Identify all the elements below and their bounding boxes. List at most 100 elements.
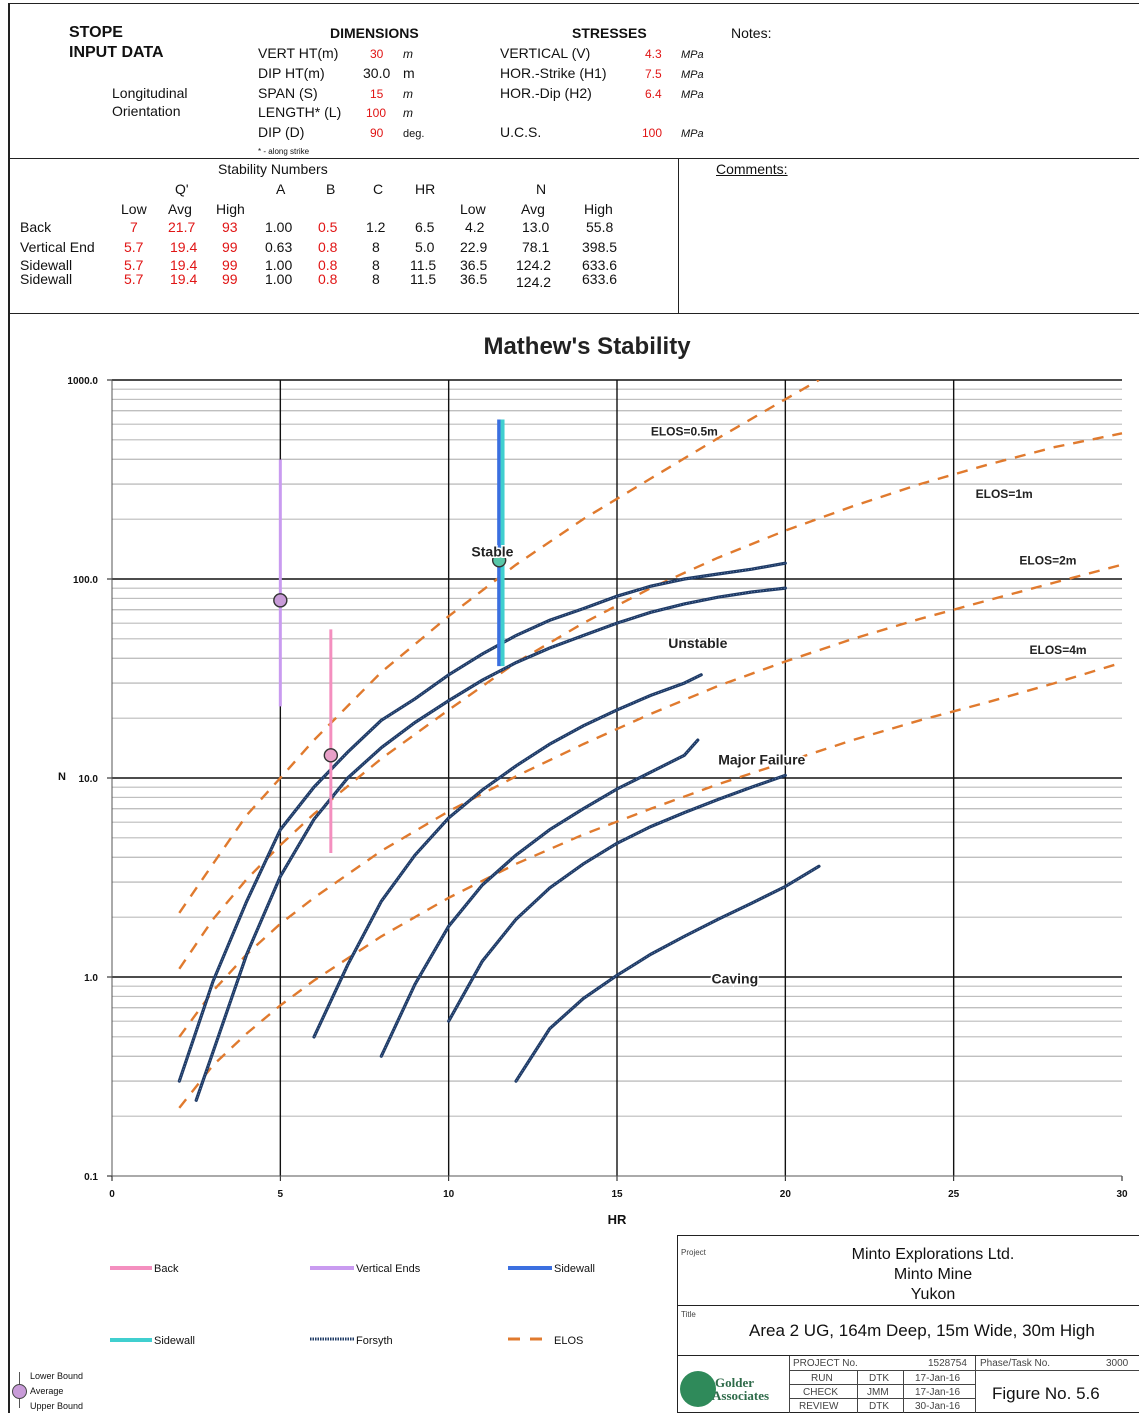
dim-value: 15 [370, 87, 384, 101]
comments-label: Comments: [716, 161, 788, 177]
q-low: 5.7 [124, 257, 144, 273]
x-tick-label: 25 [948, 1189, 960, 1200]
x-tick-label: 5 [278, 1189, 284, 1200]
a-value: 1.00 [265, 219, 293, 235]
q-avg: 19.4 [170, 257, 198, 273]
project-no-label: PROJECT No. [793, 1358, 858, 1369]
zone-label: Stable [471, 543, 513, 559]
row-name: Sidewall [20, 271, 73, 287]
marker-key-lower: Lower Bound [30, 1371, 84, 1381]
figure-number: Figure No. 5.6 [992, 1384, 1100, 1403]
dim-label: SPAN (S) [258, 85, 318, 101]
dim-unit: m [403, 87, 413, 101]
x-tick-label: 30 [1116, 1189, 1128, 1200]
grid-h2 [789, 1384, 975, 1385]
check-date: 17-Jan-16 [915, 1387, 961, 1398]
series-bars [273, 419, 507, 853]
row-name: Vertical End [20, 239, 95, 255]
dim-value: 30.0 [363, 65, 391, 81]
b-value: 0.8 [318, 257, 338, 273]
dim-unit: m [403, 106, 413, 120]
dim-value: 30 [370, 47, 384, 61]
grid-v2 [857, 1370, 858, 1413]
legend-swatch-vertical [310, 1266, 354, 1270]
legend-label: Back [154, 1263, 179, 1275]
forsyth-curves [177, 561, 821, 1102]
n-avg: 13.0 [522, 219, 550, 235]
stress-unit: MPa [681, 128, 704, 140]
run-date: 17-Jan-16 [915, 1373, 961, 1384]
notes-label: Notes: [731, 25, 772, 41]
project-line1: Minto Explorations Ltd. [851, 1246, 1015, 1263]
col-q: Q' [175, 181, 189, 197]
row-name: Back [20, 219, 52, 235]
c-value: 8 [372, 271, 380, 287]
q-high: 99 [222, 257, 238, 273]
company-name-2: Associates [712, 1388, 770, 1403]
elos-curve [178, 563, 1123, 1038]
elos-label: ELOS=1m [976, 487, 1033, 501]
forsyth-curve [177, 561, 787, 1083]
review-label: REVIEW [799, 1401, 839, 1412]
elos-label: ELOS=0.5m [651, 425, 718, 439]
stability-title: Stability Numbers [218, 161, 328, 177]
col-hr: HR [415, 181, 436, 197]
q-avg: 19.4 [170, 239, 198, 255]
x-tick-label: 10 [443, 1189, 455, 1200]
n-high: 633.6 [582, 257, 618, 273]
series-average-marker [273, 593, 288, 608]
q-low: 5.7 [124, 271, 144, 287]
y-tick-label: 1000.0 [67, 376, 98, 387]
check-label: CHECK [803, 1387, 839, 1398]
row-name: Sidewall [20, 257, 73, 273]
dim-label: DIP (D) [258, 124, 305, 140]
x-tick-label: 20 [780, 1189, 792, 1200]
b-value: 0.8 [318, 239, 338, 255]
grid-v3 [903, 1370, 904, 1413]
forsyth-curve-texture [515, 865, 820, 1082]
forsyth-curve-texture [195, 587, 786, 1101]
c-value: 8 [372, 239, 380, 255]
sub-low: Low [460, 201, 486, 217]
chart-title: Mathew's Stability [483, 333, 691, 360]
border-left [8, 3, 10, 1413]
legend-label: Vertical Ends [356, 1263, 421, 1275]
title-text: Area 2 UG, 164m Deep, 15m Wide, 30m High [749, 1321, 1095, 1340]
stress-value: 4.3 [645, 47, 662, 61]
series-average-marker [323, 748, 339, 763]
elos-label: ELOS=2m [1019, 554, 1076, 568]
stress-value: 100 [642, 126, 663, 140]
title-label: Title [681, 1310, 696, 1319]
elos-label: ELOS=4m [1030, 643, 1087, 657]
stress-value: 6.4 [645, 87, 662, 101]
legend-label: ELOS [554, 1335, 584, 1347]
q-low: 5.7 [124, 239, 144, 255]
n-low: 22.9 [460, 239, 488, 255]
legend-swatch-sidewall [508, 1266, 552, 1270]
sub-high: High [216, 201, 245, 217]
stress-unit: MPa [681, 49, 704, 61]
sub-avg: Avg [521, 201, 545, 217]
elos-curve [178, 661, 1123, 1109]
legend-swatch-forsyth [310, 1337, 354, 1341]
orientation-label: Longitudinal [112, 85, 188, 101]
q-low: 7 [130, 219, 138, 235]
marker-key-circle [12, 1384, 27, 1399]
project-label: Project [681, 1248, 706, 1257]
forsyth-curve-texture [448, 775, 786, 1022]
forsyth-curve [312, 673, 703, 1039]
legend-label: Forsyth [356, 1335, 393, 1347]
n-avg: 124.2 [516, 257, 552, 273]
sub-high: High [584, 201, 613, 217]
y-axis-label: N [58, 771, 66, 783]
phase-label: Phase/Task No. [980, 1358, 1051, 1369]
series-average-marker [491, 553, 507, 568]
dim-value: 90 [370, 126, 384, 140]
phase-no: 3000 [1106, 1358, 1129, 1369]
n-low: 36.5 [460, 257, 488, 273]
q-avg: 21.7 [168, 219, 196, 235]
title-block-frame [677, 1235, 1139, 1413]
dim-unit: deg. [403, 128, 425, 140]
review-date: 30-Jan-16 [915, 1401, 961, 1412]
x-axis-label: HR [608, 1212, 627, 1227]
